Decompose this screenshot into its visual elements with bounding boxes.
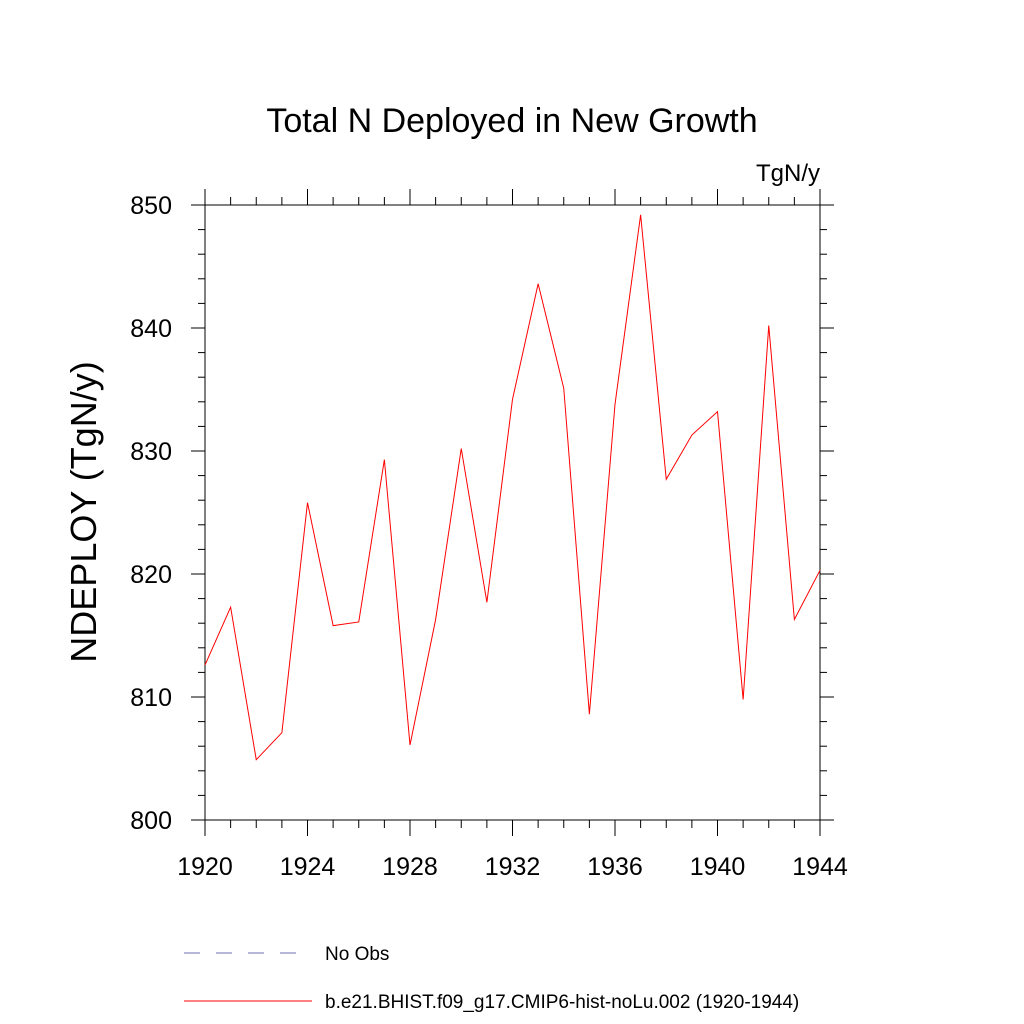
series-group (204, 214, 821, 761)
y-tick-label: 830 (130, 438, 172, 466)
units-label: TgN/y (756, 160, 820, 187)
y-axis-ticks: 800 810 820 830 840 850 (130, 192, 834, 835)
x-axis-ticks: 1920 1924 1928 1932 1936 1940 1944 (177, 189, 848, 881)
legend-label: No Obs (325, 944, 389, 965)
series-line (204, 214, 821, 761)
y-tick-label: 840 (130, 315, 172, 343)
legend: No Obs b.e21.BHIST.f09_g17.CMIP6-hist-noL… (184, 944, 799, 1013)
x-tick-label: 1944 (792, 853, 848, 881)
y-tick-label: 820 (130, 561, 172, 589)
x-tick-label: 1920 (177, 853, 233, 881)
y-tick-label: 850 (130, 192, 172, 220)
y-axis-label: NDEPLOY (TgN/y) (63, 361, 104, 662)
legend-label: b.e21.BHIST.f09_g17.CMIP6-hist-noLu.002 … (325, 992, 799, 1013)
y-tick-label: 800 (130, 807, 172, 835)
x-tick-label: 1928 (382, 853, 438, 881)
x-tick-label: 1940 (690, 853, 746, 881)
x-tick-label: 1932 (485, 853, 541, 881)
x-tick-label: 1924 (280, 853, 336, 881)
chart-title: Total N Deployed in New Growth (266, 102, 757, 140)
plot-frame (204, 204, 821, 821)
x-tick-label: 1936 (587, 853, 643, 881)
y-tick-label: 810 (130, 684, 172, 712)
